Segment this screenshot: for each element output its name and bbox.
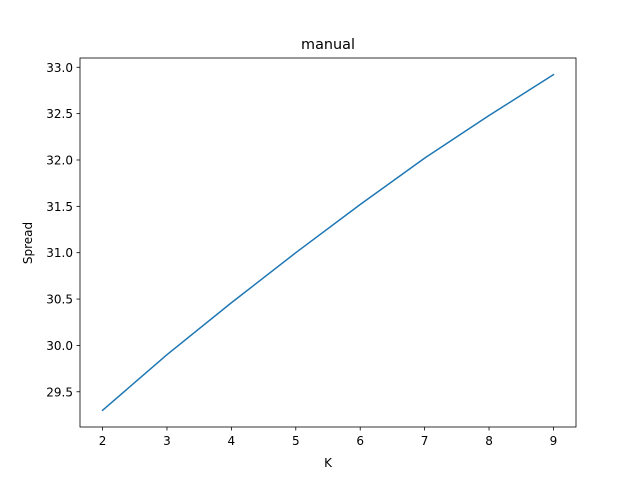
y-tick-label: 31.0 [46,246,73,260]
y-tick-label: 29.5 [46,385,73,399]
x-tick-label: 9 [550,434,558,448]
x-axis-label: K [324,456,333,470]
y-tick-label: 30.5 [46,293,73,307]
x-tick-label: 4 [228,434,236,448]
plot-area: 2 3 4 5 6 7 8 9 29.5 30.0 30.5 31.0 31.5 32.0 32.5 33.0 [46,57,577,448]
y-tick-label: 32.0 [46,153,73,167]
x-tick-label: 8 [485,434,493,448]
y-axis-label: Spread [21,222,35,264]
y-tick-label: 31.5 [46,200,73,214]
series-line-0 [101,73,555,412]
x-tick-label: 6 [356,434,364,448]
axes-frame [79,57,577,428]
y-tick-label: 30.0 [46,339,73,353]
x-tick-label: 7 [421,434,429,448]
x-tick-label: 2 [99,434,107,448]
y-tick-label: 32.5 [46,107,73,121]
x-tick-label: 3 [163,434,171,448]
chart-title: manual [301,37,355,53]
y-tick-label: 33.0 [46,61,73,75]
x-tick-label: 5 [292,434,300,448]
